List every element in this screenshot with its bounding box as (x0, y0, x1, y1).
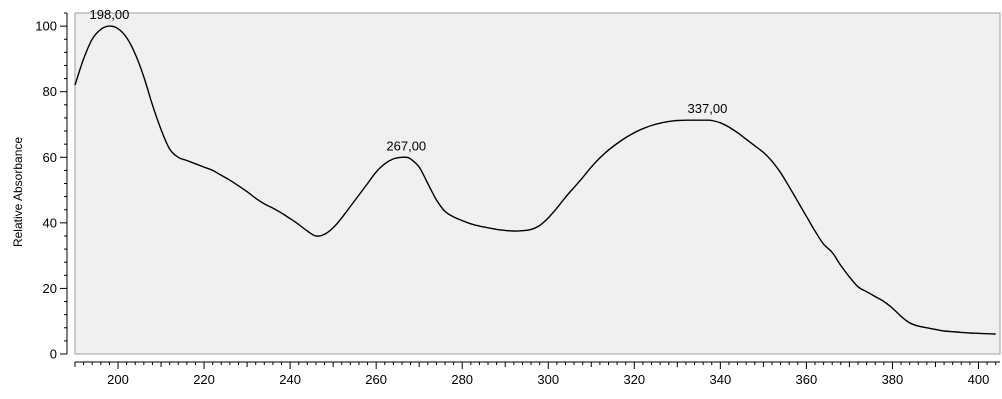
x-axis-ticks: 200 220 240 260 280 300 320 340 360 380 400 (74, 362, 997, 387)
x-tick-label: 200 (107, 372, 129, 387)
x-tick-label: 320 (623, 372, 645, 387)
peak-annotations: 198,00 267,00 337,00 (90, 7, 728, 153)
plot-area (74, 12, 1001, 355)
x-tick-label: 260 (365, 372, 387, 387)
x-tick-label: 240 (279, 372, 301, 387)
x-tick-label: 300 (537, 372, 559, 387)
y-tick-label: 60 (43, 150, 57, 165)
x-tick-label: 360 (796, 372, 818, 387)
y-axis-label: Relative Absorbance (11, 137, 25, 247)
y-tick-label: 80 (43, 84, 57, 99)
x-tick-label: 400 (968, 372, 990, 387)
absorbance-series-line (74, 25, 996, 335)
x-tick-label: 380 (882, 372, 904, 387)
x-tick-label: 280 (451, 372, 473, 387)
y-tick-label: 0 (50, 347, 57, 362)
x-tick-label: 220 (193, 372, 215, 387)
x-tick-label: 340 (709, 372, 731, 387)
y-axis-ticks: 0 20 40 60 80 100 (35, 12, 67, 362)
peak-label: 267,00 (386, 138, 426, 153)
peak-label: 198,00 (90, 7, 130, 22)
peak-label: 337,00 (688, 101, 728, 116)
y-tick-label: 40 (43, 215, 57, 230)
y-tick-label: 20 (43, 281, 57, 296)
y-tick-label: 100 (35, 19, 57, 34)
